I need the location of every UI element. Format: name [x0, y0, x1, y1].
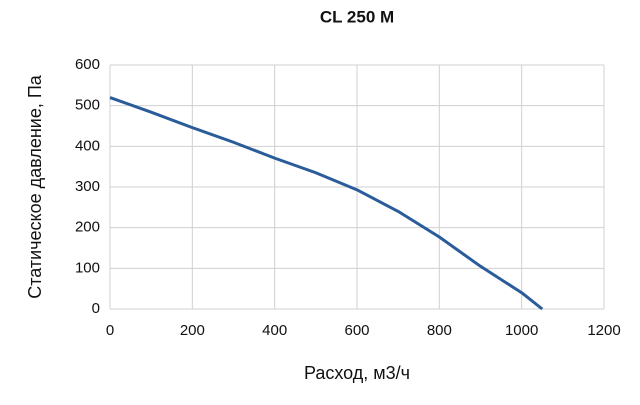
- x-tick-label: 600: [344, 322, 369, 339]
- y-axis-label: Статическое давление, Па: [25, 74, 45, 299]
- x-tick-label: 800: [427, 322, 452, 339]
- x-tick-label: 400: [262, 322, 287, 339]
- y-tick-label: 0: [92, 300, 100, 317]
- x-axis-label: Расход, м3/ч: [304, 363, 410, 383]
- y-tick-label: 400: [75, 137, 100, 154]
- y-tick-label: 300: [75, 178, 100, 195]
- chart-title: CL 250 M: [320, 7, 394, 26]
- y-tick-label: 200: [75, 219, 100, 236]
- y-tick-label: 600: [75, 56, 100, 73]
- x-tick-label: 1200: [587, 322, 620, 339]
- x-tick-label: 0: [106, 322, 114, 339]
- y-tick-label: 500: [75, 97, 100, 114]
- x-tick-label: 1000: [505, 322, 538, 339]
- x-tick-label: 200: [180, 322, 205, 339]
- y-tick-label: 100: [75, 259, 100, 276]
- data-line: [109, 96, 544, 311]
